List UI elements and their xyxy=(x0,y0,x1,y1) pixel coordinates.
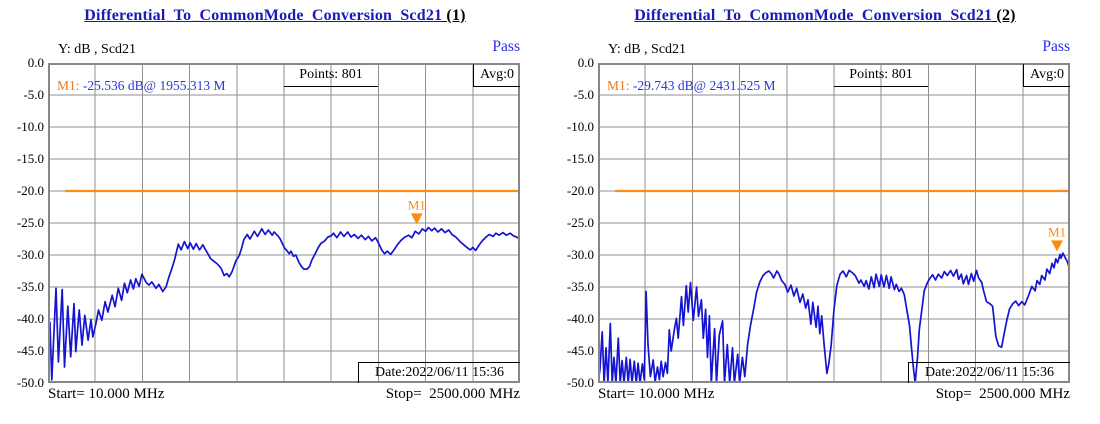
y-tick-label: -25.0 xyxy=(16,215,44,230)
chart-panel-2: Differential_To_CommonMode_Conversion_Sc… xyxy=(550,0,1100,424)
marker-readout-label: M1: xyxy=(607,78,630,93)
pass-status: Pass xyxy=(492,38,520,55)
y-tick-label: -35.0 xyxy=(566,279,594,294)
avg-cell: Avg:0 xyxy=(1023,64,1070,87)
marker-readout: M1: -29.743 dB@ 2431.525 M xyxy=(607,78,775,94)
y-tick-label: -40.0 xyxy=(16,311,44,326)
chart-title[interactable]: Differential_To_CommonMode_Conversion_Sc… xyxy=(550,7,1100,25)
y-tick-label: -30.0 xyxy=(16,247,44,262)
y-axis-unit-label: Y: dB , Scd21 xyxy=(58,42,137,57)
y-tick-label: -35.0 xyxy=(16,279,44,294)
y-tick-label: -10.0 xyxy=(566,119,594,134)
marker-label: M1 xyxy=(408,197,426,212)
y-tick-label: -5.0 xyxy=(573,87,594,102)
marker-triangle-icon xyxy=(410,213,423,225)
y-tick-label: -45.0 xyxy=(16,343,44,358)
trace-line xyxy=(598,252,1070,383)
chart-title-text[interactable]: Differential_To_CommonMode_Conversion_Sc… xyxy=(634,7,993,24)
chart-title-text[interactable]: Differential_To_CommonMode_Conversion_Sc… xyxy=(84,7,443,24)
plot-area: M1 xyxy=(48,63,520,383)
plot-frame xyxy=(598,63,1070,383)
marker-label: M1 xyxy=(1048,224,1066,239)
grid-lines xyxy=(48,63,520,383)
y-tick-label: 0.0 xyxy=(27,55,44,70)
marker-readout-label: M1: xyxy=(57,78,80,93)
plot-svg: M1 xyxy=(48,63,520,383)
stop-frequency-label: Stop= 2500.000 MHz xyxy=(385,386,520,402)
date-cell: Date:2022/06/11 15:36 xyxy=(908,362,1070,383)
y-tick-label: -50.0 xyxy=(566,375,594,390)
start-frequency-label: Start= 10.000 MHz xyxy=(48,386,165,402)
plot-frame xyxy=(48,63,520,383)
y-tick-label: -25.0 xyxy=(566,215,594,230)
y-tick-label: -20.0 xyxy=(566,183,594,198)
marker-readout: M1: -25.536 dB@ 1955.313 M xyxy=(57,78,225,94)
chart-title-index[interactable]: (2) xyxy=(992,7,1016,24)
y-tick-label: -45.0 xyxy=(566,343,594,358)
y-axis-unit-label: Y: dB , Scd21 xyxy=(608,42,687,57)
plot-area: M1 xyxy=(598,63,1070,383)
chart-title-index[interactable]: (1) xyxy=(442,7,466,24)
marker-readout-value: -25.536 dB@ 1955.313 M xyxy=(79,78,226,93)
stop-frequency-label: Stop= 2500.000 MHz xyxy=(935,386,1070,402)
pass-status: Pass xyxy=(1042,38,1070,55)
trace-line xyxy=(48,226,520,383)
date-cell: Date:2022/06/11 15:36 xyxy=(358,362,520,383)
y-tick-label: -30.0 xyxy=(566,247,594,262)
marker-triangle-icon xyxy=(1051,240,1064,252)
chart-title[interactable]: Differential_To_CommonMode_Conversion_Sc… xyxy=(0,7,550,25)
y-tick-label: -50.0 xyxy=(16,375,44,390)
y-tick-label: -15.0 xyxy=(566,151,594,166)
y-tick-label: -20.0 xyxy=(16,183,44,198)
y-tick-label: 0.0 xyxy=(577,55,594,70)
y-tick-label: -15.0 xyxy=(16,151,44,166)
y-tick-label: -5.0 xyxy=(23,87,44,102)
y-tick-label: -40.0 xyxy=(566,311,594,326)
start-frequency-label: Start= 10.000 MHz xyxy=(598,386,715,402)
points-cell: Points: 801 xyxy=(284,64,378,87)
plot-svg: M1 xyxy=(598,63,1070,383)
avg-cell: Avg:0 xyxy=(473,64,520,87)
marker-readout-value: -29.743 dB@ 2431.525 M xyxy=(629,78,776,93)
chart-panel-1: Differential_To_CommonMode_Conversion_Sc… xyxy=(0,7,550,402)
y-tick-label: -10.0 xyxy=(16,119,44,134)
points-cell: Points: 801 xyxy=(834,64,928,87)
